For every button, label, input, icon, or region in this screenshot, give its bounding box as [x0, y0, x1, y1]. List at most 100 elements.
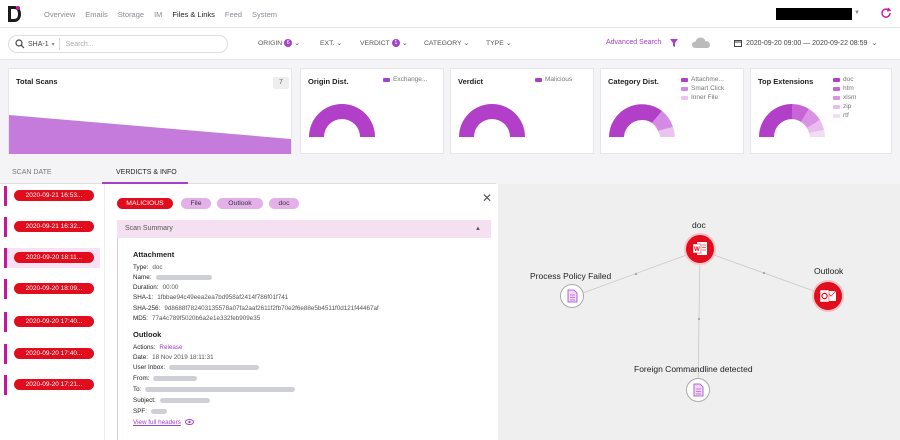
origin-legend: Exchange... — [383, 75, 427, 84]
list-item[interactable]: 2020-09-21 16:53... — [4, 186, 100, 206]
total-scans-card: Total Scans 7 — [8, 68, 292, 154]
release-link[interactable]: Release — [159, 344, 183, 351]
redacted-value — [155, 275, 212, 280]
chevron-down-icon[interactable]: ▼ — [854, 10, 860, 16]
ext-filter[interactable]: EXT. ⌄ — [320, 39, 343, 48]
verdict-donut — [459, 104, 525, 137]
card-title: Total Scans — [16, 77, 58, 86]
tab-verdicts-info[interactable]: VERDICTS & INFO — [116, 169, 177, 176]
node-label-doc: doc — [692, 220, 706, 230]
view-headers-row: View full headers — [133, 419, 194, 426]
verdict-legend: Malicious — [535, 75, 572, 84]
category-dist-card: Category Dist. Attachme... Smart Click I… — [600, 68, 744, 154]
graph-edges — [571, 249, 829, 390]
list-item[interactable]: 2020-09-21 16:32... — [4, 217, 100, 237]
list-item[interactable]: 2020-09-20 17:40... — [4, 312, 100, 332]
nav-emails[interactable]: Emails — [85, 9, 108, 19]
verdict-chip: MALICIOUS — [117, 198, 173, 209]
view-full-headers-link[interactable]: View full headers — [133, 419, 181, 426]
outlook-node[interactable] — [812, 280, 844, 312]
actions-row: Actions: Release — [133, 344, 183, 351]
list-item[interactable]: 2020-09-20 17:21... — [4, 375, 100, 395]
eye-icon[interactable] — [184, 419, 194, 425]
nav-im[interactable]: IM — [154, 9, 163, 19]
list-item-selected[interactable]: 2020-09-20 18:11... — [4, 248, 100, 268]
subject-row: Subject: — [133, 397, 210, 404]
verdict-count-badge: 1 — [391, 39, 400, 47]
legend-item: Attachme... — [691, 76, 724, 83]
top-extensions-card: Top Extensions doc htm xlsm zip rtf — [750, 68, 892, 154]
chevron-down-icon[interactable]: ▾ — [51, 41, 55, 48]
close-icon[interactable]: ✕ — [482, 191, 493, 205]
search-box: SHA-1 ▾ Search... — [8, 35, 228, 53]
node-label-process-policy: Process Policy Failed — [530, 271, 612, 281]
active-tab-indicator — [102, 182, 188, 184]
nav-feed[interactable]: Feed — [224, 9, 243, 19]
redacted-value — [169, 365, 260, 370]
duration-row: Duration: 00:00 — [133, 284, 179, 291]
verdict-detail-panel: MALICIOUS File Outlook doc ✕ Scan Summar… — [104, 184, 501, 440]
redacted-value — [151, 409, 167, 414]
list-item[interactable]: 2020-09-20 18:09... — [4, 279, 100, 299]
chevron-down-icon: ⌄ — [401, 40, 408, 47]
refresh-icon[interactable] — [880, 7, 892, 19]
sha256-row: SHA-256: 9d8688f782403135578a07fa2aaf2611… — [133, 305, 379, 312]
redacted-value — [159, 398, 210, 403]
scan-summary-header[interactable]: Scan Summary ▲ — [117, 220, 491, 238]
tab-scan-date[interactable]: SCAN DATE — [12, 169, 52, 176]
nav-files-links[interactable]: Files & Links — [172, 9, 215, 19]
extensions-legend: doc htm xlsm zip rtf — [833, 75, 856, 120]
category-chip: File — [181, 198, 211, 209]
origin-filter[interactable]: ORIGIN 6 ⌄ — [258, 39, 300, 47]
svg-text:W: W — [694, 247, 700, 253]
date-range-value: 2020-09-20 09:00 — 2020-09-22 08:59 — [746, 39, 868, 47]
user-menu-redacted[interactable] — [776, 8, 852, 20]
legend-item: rtf — [843, 112, 849, 119]
redacted-value — [145, 387, 296, 392]
md5-row: MD5: 77a4c789f5020b6a2e1e332feb909e35 — [133, 315, 261, 322]
scan-date-pill: 2020-09-20 17:40... — [14, 316, 94, 327]
chevron-down-icon: ⌄ — [336, 40, 343, 47]
date-row: Date: 18 Nov 2019 18:11:31 — [133, 354, 214, 361]
legend-item: Smart Click — [691, 85, 725, 92]
nav-overview[interactable]: Overview — [44, 9, 76, 19]
nav-system[interactable]: System — [252, 9, 278, 19]
scan-date-pill: 2020-09-20 17:40... — [14, 348, 94, 359]
node-label-outlook: Outlook — [814, 266, 844, 276]
legend-item: Exchange... — [393, 76, 428, 83]
legend-item: xlsm — [843, 94, 857, 101]
scan-date-pill: 2020-09-20 17:21... — [14, 379, 94, 390]
from-row: From: — [133, 375, 198, 382]
chevron-up-icon[interactable]: ▲ — [475, 226, 481, 232]
doc-node[interactable]: W — [684, 233, 716, 265]
spf-row: SPF: — [133, 408, 167, 415]
origin-chip: Outlook — [217, 198, 263, 209]
origin-dist-card: Origin Dist. Exchange... — [300, 68, 444, 154]
origin-donut — [309, 104, 375, 137]
origin-filter-label: ORIGIN — [258, 39, 283, 47]
divider — [58, 38, 60, 50]
legend-item: Malicious — [545, 76, 573, 83]
date-range-picker[interactable]: 2020-09-20 09:00 — 2020-09-22 08:59 ⌄ — [734, 39, 877, 47]
scan-date-list: 2020-09-21 16:53... 2020-09-21 16:32... … — [0, 184, 104, 440]
process-policy-node[interactable] — [560, 284, 584, 308]
app-logo[interactable] — [6, 5, 22, 23]
attachment-section-title: Attachment — [133, 250, 175, 259]
cloud-icon[interactable] — [692, 37, 710, 49]
nav-storage[interactable]: Storage — [117, 9, 145, 19]
list-item[interactable]: 2020-09-20 17:40... — [4, 344, 100, 364]
hash-type-select[interactable]: SHA-1 — [28, 40, 49, 48]
foreign-commandline-node[interactable] — [686, 378, 710, 402]
legend-item: Inner File — [691, 94, 719, 101]
filter-icon[interactable] — [670, 39, 678, 47]
scan-date-pill: 2020-09-21 16:53... — [14, 190, 94, 201]
scan-count: 7 — [273, 77, 289, 89]
advanced-search-link[interactable]: Advanced Search — [606, 39, 662, 46]
type-filter[interactable]: TYPE ⌄ — [486, 39, 511, 48]
extension-chip: doc — [269, 198, 299, 209]
search-input[interactable]: Search... — [65, 40, 94, 48]
category-filter[interactable]: CATEGORY ⌄ — [424, 39, 469, 48]
calendar-icon — [734, 40, 742, 47]
redacted-value — [153, 376, 198, 381]
verdict-filter[interactable]: VERDICT 1 ⌄ — [360, 39, 408, 47]
